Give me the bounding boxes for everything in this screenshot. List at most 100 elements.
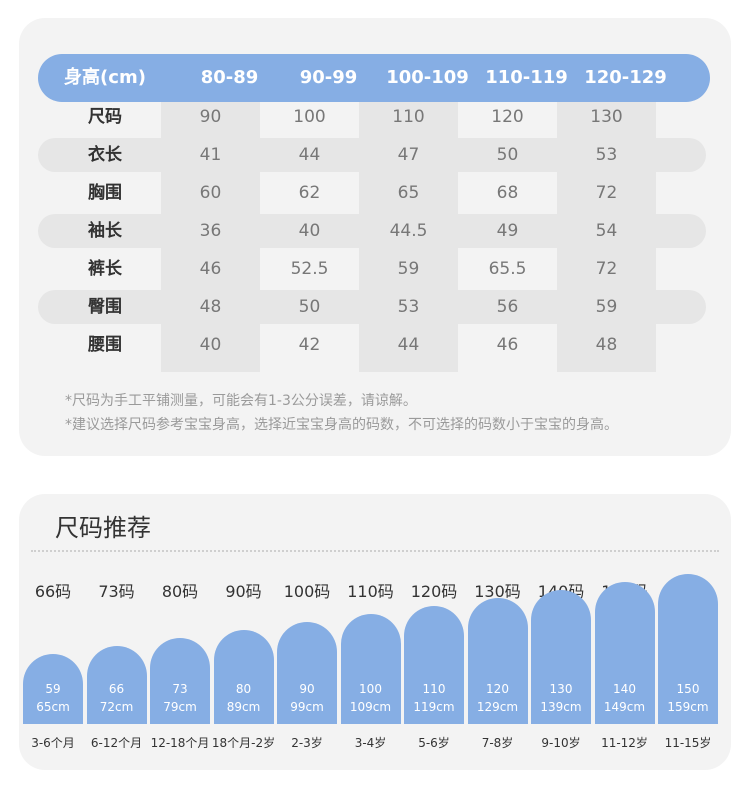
size-bar	[150, 638, 210, 724]
bar-weight-value: 100	[359, 682, 382, 696]
recommendation-item: 110码 100 109cm 3-4岁	[340, 494, 401, 770]
bar-weight-value: 120	[486, 682, 509, 696]
table-cell: 130	[590, 107, 623, 127]
bar-height-value: 149cm	[603, 700, 646, 714]
table-cell: 47	[397, 145, 420, 165]
size-label: 66码	[34, 582, 72, 601]
recommendation-item: 73码 66 72cm 6-12个月	[86, 494, 147, 770]
recommendation-item: 140码130139cm9-10岁	[531, 494, 591, 770]
bar-height-value: 119cm	[413, 700, 455, 714]
size-label: 100码	[283, 582, 331, 601]
size-label: 80码	[161, 582, 199, 601]
size-bar	[467, 598, 528, 724]
table-cell: 50	[496, 145, 519, 165]
bar-weight-value: 80	[235, 682, 252, 696]
header-col-5: 120-129	[584, 67, 667, 88]
table-cell: 40	[199, 335, 222, 355]
age-label: 3-6个月	[31, 736, 75, 750]
table-cell: 46	[496, 335, 519, 355]
table-cell: 120	[491, 107, 524, 127]
recommendation-item: 120码 110 119cm 5-6岁	[404, 494, 464, 770]
row-label: 腰围	[88, 335, 122, 355]
table-cell: 68	[496, 183, 519, 203]
table-cell: 53	[397, 297, 420, 317]
row-stripe	[38, 138, 706, 172]
header-col-4: 110-119	[485, 67, 568, 88]
bar-weight-value: 66	[108, 682, 125, 696]
table-cell: 49	[496, 221, 519, 241]
row-label: 裤长	[88, 259, 122, 279]
age-label: 6-12个月	[90, 736, 143, 750]
size-table-card: 身高(cm) 80-89 90-99 100-109 110-119 120-1…	[19, 18, 731, 456]
recommendation-item: 160码150159cm11-15岁	[658, 494, 718, 770]
age-label: 5-6岁	[418, 736, 450, 750]
row-label: 衣长	[88, 145, 122, 165]
table-cell: 100	[293, 107, 326, 127]
size-bar	[658, 574, 718, 724]
bar-height-value: 139cm	[540, 700, 582, 714]
bar-height-value: 99cm	[290, 700, 324, 714]
bar-height-value: 79cm	[163, 700, 197, 714]
row-label: 臀围	[88, 297, 122, 317]
row-label: 胸围	[88, 183, 122, 203]
header-col-2: 90-99	[299, 67, 358, 88]
recommendation-item: 80码 73 79cm 12-18个月	[150, 494, 210, 770]
table-cell: 90	[199, 107, 222, 127]
bar-height-value: 65cm	[36, 700, 70, 714]
size-bar	[277, 622, 337, 724]
bar-height-value: 72cm	[99, 700, 134, 714]
table-cell: 56	[496, 297, 519, 317]
table-cell: 42	[298, 335, 321, 355]
table-cell: 46	[199, 259, 222, 279]
size-label: 73码	[98, 582, 135, 601]
table-cell: 40	[298, 221, 321, 241]
table-cell: 44	[298, 145, 321, 165]
bar-weight-value: 150	[676, 682, 700, 696]
bar-weight-value: 90	[299, 682, 315, 696]
recommendation-item: 100码 90 99cm 2-3岁	[277, 494, 337, 770]
age-label: 11-12岁	[601, 736, 648, 750]
table-cell: 44	[397, 335, 420, 355]
table-cell: 36	[199, 221, 222, 241]
age-label: 11-15岁	[664, 736, 712, 750]
dotted-divider	[31, 550, 719, 552]
size-note-2: *建议选择尺码参考宝宝身高，选择近宝宝身高的码数，不可选择的码数小于宝宝的身高。	[65, 417, 618, 433]
row-stripe	[38, 290, 706, 324]
table-cell: 72	[595, 183, 618, 203]
size-label: 120码	[410, 582, 458, 601]
size-bar	[23, 654, 83, 724]
size-label: 130码	[474, 582, 521, 601]
size-label: 90码	[225, 582, 262, 601]
table-cell: 48	[199, 297, 222, 317]
age-label: 2-3岁	[291, 736, 323, 750]
table-cell: 44.5	[389, 221, 428, 241]
table-cell: 65.5	[488, 259, 527, 279]
size-bar	[531, 590, 591, 724]
header-col-1: 80-89	[200, 67, 259, 88]
age-label: 3-4岁	[354, 736, 387, 750]
bar-height-value: 159cm	[667, 700, 709, 714]
table-cell: 59	[595, 297, 618, 317]
recommendation-item: 90码 80 89cm 18个月-2岁	[212, 494, 275, 770]
table-cell: 50	[298, 297, 321, 317]
table-cell: 60	[199, 183, 222, 203]
table-cell: 41	[199, 145, 222, 165]
bar-height-value: 129cm	[476, 700, 519, 714]
bar-height-value: 109cm	[349, 700, 392, 714]
table-cell: 48	[595, 335, 618, 355]
table-cell: 110	[392, 107, 425, 127]
row-label: 尺码	[88, 107, 122, 127]
table-cell: 52.5	[290, 259, 329, 279]
size-bar	[594, 582, 655, 724]
recommendation-item: 150码140149cm11-12岁	[594, 494, 655, 770]
table-cell: 62	[298, 183, 321, 203]
size-bar	[404, 606, 464, 724]
table-cell: 72	[595, 259, 618, 279]
bar-weight-value: 73	[172, 682, 188, 696]
header-label: 身高(cm)	[64, 67, 146, 88]
size-label: 110码	[347, 582, 394, 601]
age-label: 12-18个月	[150, 736, 210, 750]
header-col-3: 100-109	[386, 67, 469, 88]
table-cell: 53	[595, 145, 618, 165]
row-label: 袖长	[88, 221, 122, 241]
